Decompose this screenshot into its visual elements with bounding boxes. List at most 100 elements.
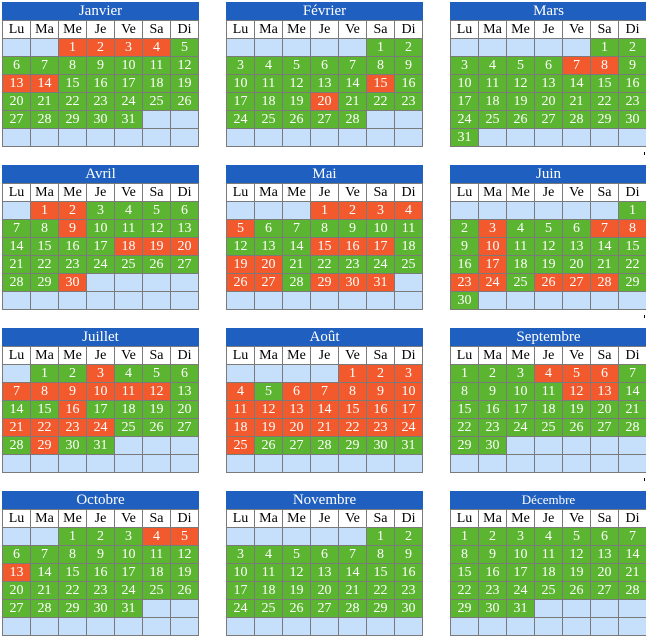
day-cell[interactable]: 24 <box>507 582 535 600</box>
day-cell[interactable]: 29 <box>31 437 59 455</box>
day-cell[interactable]: 19 <box>255 419 283 437</box>
day-cell[interactable]: 16 <box>367 401 395 419</box>
day-cell[interactable]: 4 <box>227 383 255 401</box>
day-cell[interactable]: 8 <box>367 57 395 75</box>
day-cell[interactable]: 10 <box>227 564 255 582</box>
day-cell[interactable]: 28 <box>311 437 339 455</box>
day-cell[interactable]: 5 <box>143 202 171 220</box>
day-cell[interactable]: 20 <box>171 238 199 256</box>
day-cell[interactable]: 22 <box>31 256 59 274</box>
day-cell[interactable]: 27 <box>171 419 199 437</box>
day-cell[interactable]: 23 <box>479 582 507 600</box>
day-cell[interactable]: 19 <box>171 564 199 582</box>
day-cell[interactable]: 7 <box>591 220 619 238</box>
day-cell[interactable]: 29 <box>451 600 479 618</box>
day-cell[interactable]: 21 <box>283 256 311 274</box>
day-cell[interactable]: 28 <box>3 437 31 455</box>
day-cell[interactable]: 15 <box>59 564 87 582</box>
day-cell[interactable]: 7 <box>619 365 646 383</box>
day-cell[interactable]: 7 <box>563 57 591 75</box>
day-cell[interactable]: 20 <box>311 93 339 111</box>
day-cell[interactable]: 26 <box>535 274 563 292</box>
day-cell[interactable]: 14 <box>3 401 31 419</box>
day-cell[interactable]: 2 <box>339 202 367 220</box>
day-cell[interactable]: 16 <box>59 401 87 419</box>
day-cell[interactable]: 20 <box>171 401 199 419</box>
day-cell[interactable]: 8 <box>339 383 367 401</box>
day-cell[interactable]: 17 <box>115 564 143 582</box>
day-cell[interactable]: 16 <box>451 256 479 274</box>
day-cell[interactable]: 8 <box>591 57 619 75</box>
day-cell[interactable]: 26 <box>283 111 311 129</box>
day-cell[interactable]: 19 <box>283 93 311 111</box>
day-cell[interactable]: 13 <box>283 401 311 419</box>
day-cell[interactable]: 14 <box>339 75 367 93</box>
day-cell[interactable]: 31 <box>115 111 143 129</box>
day-cell[interactable]: 2 <box>451 220 479 238</box>
day-cell[interactable]: 13 <box>171 383 199 401</box>
day-cell[interactable]: 9 <box>619 57 646 75</box>
day-cell[interactable]: 22 <box>59 582 87 600</box>
day-cell[interactable]: 2 <box>87 39 115 57</box>
day-cell[interactable]: 5 <box>507 57 535 75</box>
day-cell[interactable]: 7 <box>3 220 31 238</box>
day-cell[interactable]: 30 <box>59 274 87 292</box>
day-cell[interactable]: 7 <box>31 546 59 564</box>
day-cell[interactable]: 6 <box>171 365 199 383</box>
day-cell[interactable]: 25 <box>115 256 143 274</box>
day-cell[interactable]: 9 <box>395 57 423 75</box>
day-cell[interactable]: 6 <box>563 220 591 238</box>
day-cell[interactable]: 14 <box>591 238 619 256</box>
day-cell[interactable]: 2 <box>367 365 395 383</box>
day-cell[interactable]: 9 <box>451 238 479 256</box>
day-cell[interactable]: 10 <box>507 383 535 401</box>
day-cell[interactable]: 4 <box>507 220 535 238</box>
day-cell[interactable]: 15 <box>339 401 367 419</box>
day-cell[interactable]: 27 <box>563 274 591 292</box>
day-cell[interactable]: 6 <box>535 57 563 75</box>
day-cell[interactable]: 11 <box>115 383 143 401</box>
day-cell[interactable]: 18 <box>507 256 535 274</box>
day-cell[interactable]: 21 <box>3 256 31 274</box>
day-cell[interactable]: 11 <box>143 546 171 564</box>
day-cell[interactable]: 3 <box>115 528 143 546</box>
day-cell[interactable]: 13 <box>3 564 31 582</box>
day-cell[interactable]: 4 <box>395 202 423 220</box>
day-cell[interactable]: 16 <box>59 238 87 256</box>
day-cell[interactable]: 30 <box>339 274 367 292</box>
day-cell[interactable]: 9 <box>59 383 87 401</box>
day-cell[interactable]: 28 <box>283 274 311 292</box>
day-cell[interactable]: 26 <box>563 419 591 437</box>
day-cell[interactable]: 29 <box>451 437 479 455</box>
day-cell[interactable]: 6 <box>171 202 199 220</box>
day-cell[interactable]: 11 <box>143 57 171 75</box>
day-cell[interactable]: 13 <box>3 75 31 93</box>
day-cell[interactable]: 16 <box>339 238 367 256</box>
day-cell[interactable]: 31 <box>451 129 479 147</box>
day-cell[interactable]: 8 <box>311 220 339 238</box>
day-cell[interactable]: 11 <box>535 383 563 401</box>
day-cell[interactable]: 1 <box>31 202 59 220</box>
day-cell[interactable]: 12 <box>143 383 171 401</box>
day-cell[interactable]: 5 <box>283 546 311 564</box>
day-cell[interactable]: 25 <box>255 111 283 129</box>
day-cell[interactable]: 6 <box>591 365 619 383</box>
day-cell[interactable]: 25 <box>143 582 171 600</box>
day-cell[interactable]: 1 <box>367 528 395 546</box>
day-cell[interactable]: 9 <box>87 546 115 564</box>
day-cell[interactable]: 3 <box>367 202 395 220</box>
day-cell[interactable]: 12 <box>171 57 199 75</box>
day-cell[interactable]: 12 <box>535 238 563 256</box>
day-cell[interactable]: 12 <box>283 75 311 93</box>
day-cell[interactable]: 30 <box>479 437 507 455</box>
day-cell[interactable]: 3 <box>227 546 255 564</box>
day-cell[interactable]: 10 <box>451 75 479 93</box>
day-cell[interactable]: 3 <box>227 57 255 75</box>
day-cell[interactable]: 15 <box>367 75 395 93</box>
day-cell[interactable]: 9 <box>479 546 507 564</box>
day-cell[interactable]: 7 <box>3 383 31 401</box>
day-cell[interactable]: 21 <box>31 93 59 111</box>
day-cell[interactable]: 13 <box>311 75 339 93</box>
day-cell[interactable]: 1 <box>591 39 619 57</box>
day-cell[interactable]: 17 <box>395 401 423 419</box>
